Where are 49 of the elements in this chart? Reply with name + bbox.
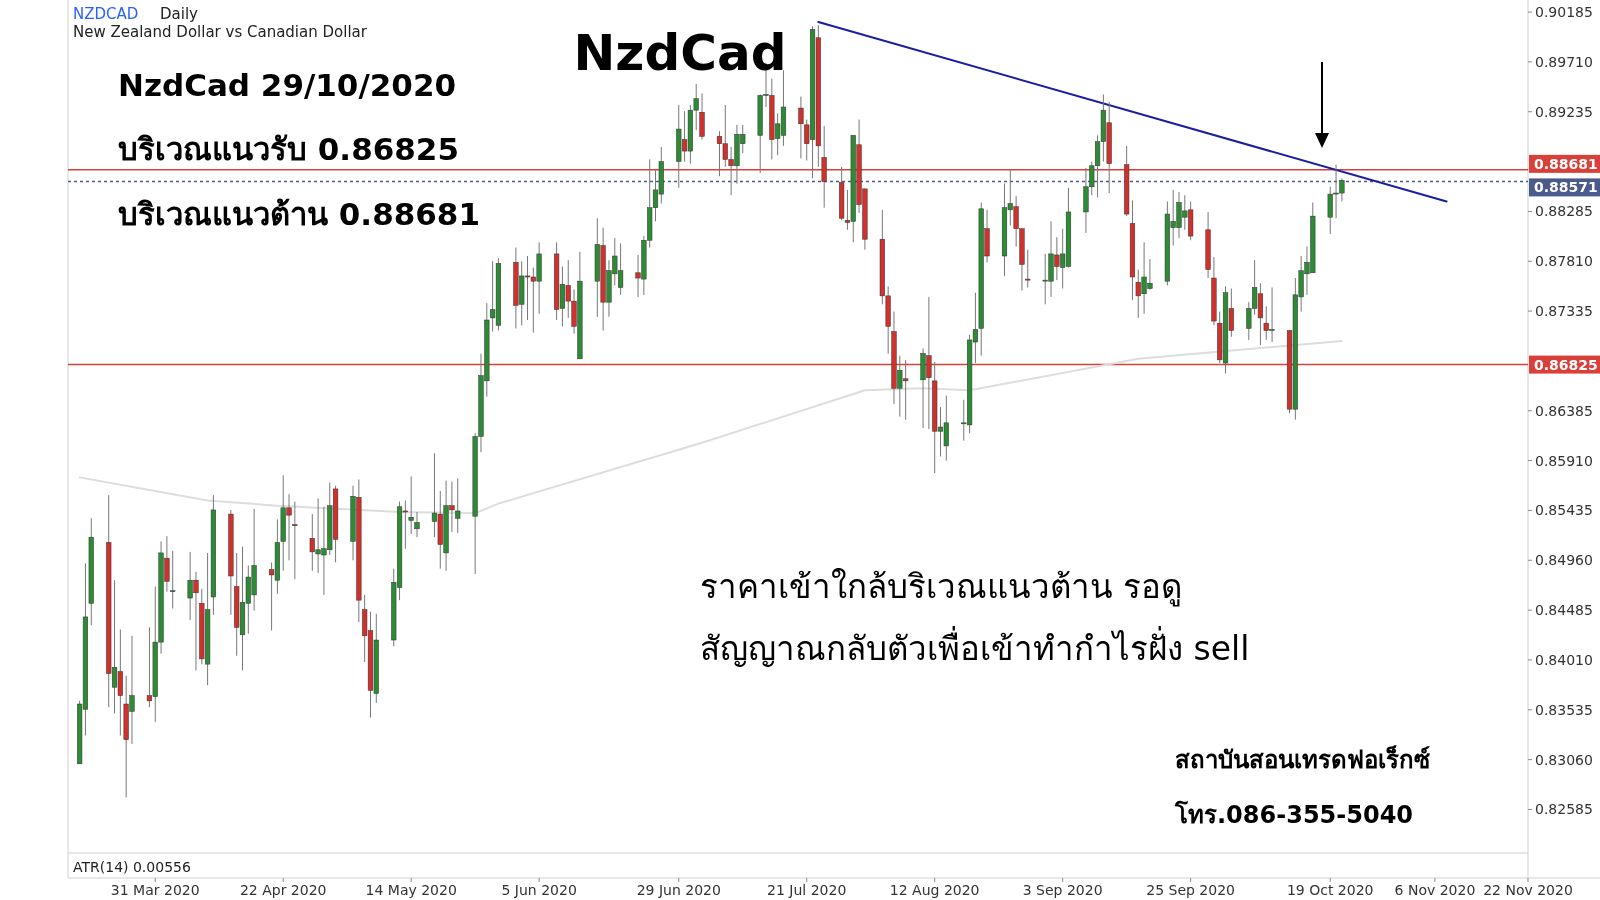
x-tick-label: 12 Aug 2020 <box>889 882 980 898</box>
y-tick-label: 0.83060 <box>1535 751 1593 768</box>
annotation: New Zealand Dollar vs Canadian Dollar <box>73 23 368 41</box>
annotation: บริเวณแนวต้าน 0.88681 <box>118 196 480 232</box>
candlestick <box>292 501 298 580</box>
y-tick-label: 0.87810 <box>1535 253 1593 270</box>
ref-line-label: 0.86825 <box>1534 356 1598 373</box>
y-tick-label: 0.86385 <box>1535 402 1593 419</box>
candlestick <box>414 511 420 538</box>
annotation: โทร.086-355-5040 <box>1174 800 1414 829</box>
y-tick-label: 0.90185 <box>1535 4 1593 21</box>
x-tick-label: 22 Apr 2020 <box>239 882 327 898</box>
text: NzdCad <box>573 24 787 82</box>
text: ATR(14) 0.00556 <box>73 859 191 875</box>
annotation: สถาบันสอนเทรดฟอเร็กซ์ <box>1175 745 1430 774</box>
x-tick-label: 31 Mar 2020 <box>110 882 200 898</box>
y-tick-label: 0.85435 <box>1535 502 1593 519</box>
y-tick-label: 0.84485 <box>1535 602 1593 619</box>
candlestick <box>408 475 414 535</box>
annotation: NzdCad 29/10/2020 <box>118 67 457 103</box>
x-tick-label: 3 Sep 2020 <box>1022 882 1103 898</box>
x-tick-label: 29 Jun 2020 <box>636 882 721 898</box>
y-tick-label: 0.83535 <box>1535 701 1593 718</box>
annotation: NZDCAD <box>73 5 139 23</box>
y-tick-label: 0.82585 <box>1535 801 1593 818</box>
x-tick-label: 22 Nov 2020 <box>1483 882 1573 898</box>
y-tick-label: 0.84960 <box>1535 552 1593 569</box>
ref-line-label: 0.88681 <box>1534 155 1598 172</box>
y-tick-label: 0.89710 <box>1535 53 1593 70</box>
x-tick-label: 25 Sep 2020 <box>1146 882 1235 898</box>
x-tick-label: 14 May 2020 <box>365 882 457 898</box>
y-tick-label: 0.88285 <box>1535 203 1593 220</box>
annotation: ราคาเข้าใกล้บริเวณแนวต้าน รอดู <box>700 567 1183 607</box>
x-tick-label: 19 Oct 2020 <box>1286 882 1374 898</box>
annotation: สัญญาณกลับตัวเพื่อเข้าทำกำไรฝั่ง sell <box>700 626 1250 668</box>
candlestick <box>798 96 804 159</box>
x-tick-label: 6 Nov 2020 <box>1394 882 1476 898</box>
candlestick <box>170 550 176 610</box>
y-tick-label: 0.89235 <box>1535 103 1593 120</box>
annotation: Daily <box>160 5 199 23</box>
y-tick-label: 0.85910 <box>1535 452 1593 469</box>
candlestick <box>1025 249 1031 288</box>
x-tick-label: 21 Jul 2020 <box>767 882 847 898</box>
y-tick-label: 0.87335 <box>1535 303 1593 320</box>
line-series <box>78 339 1343 515</box>
annotation: บริเวณแนวรับ 0.86825 <box>118 131 459 167</box>
ref-line-label: 0.88571 <box>1534 179 1598 196</box>
y-tick-label: 0.84010 <box>1535 651 1593 668</box>
x-tick-label: 5 Jun 2020 <box>501 882 577 898</box>
